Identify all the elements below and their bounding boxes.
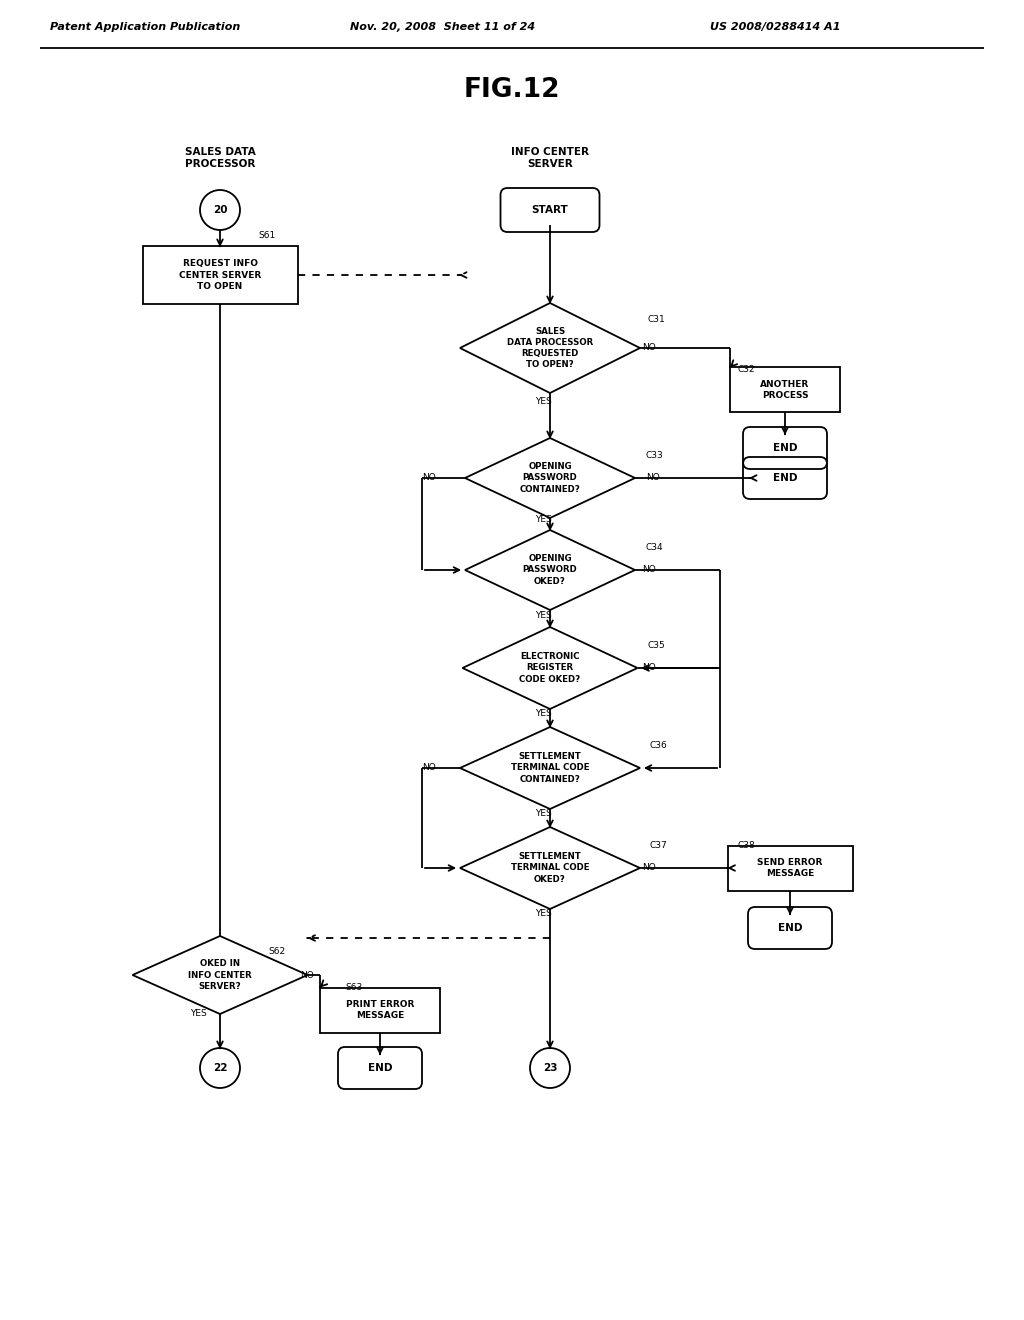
Text: NO: NO: [300, 970, 313, 979]
Text: YES: YES: [190, 1010, 207, 1019]
Text: INFO CENTER
SERVER: INFO CENTER SERVER: [511, 147, 589, 169]
Text: YES: YES: [535, 397, 552, 407]
Text: END: END: [773, 473, 798, 483]
Text: C36: C36: [650, 742, 668, 751]
Text: END: END: [778, 923, 802, 933]
Text: SALES DATA
PROCESSOR: SALES DATA PROCESSOR: [184, 147, 255, 169]
Text: SETTLEMENT
TERMINAL CODE
CONTAINED?: SETTLEMENT TERMINAL CODE CONTAINED?: [511, 752, 589, 784]
Text: NO: NO: [422, 474, 436, 483]
Text: 23: 23: [543, 1063, 557, 1073]
Text: C31: C31: [648, 315, 666, 325]
Text: S62: S62: [268, 948, 285, 957]
Text: YES: YES: [535, 610, 552, 619]
Text: END: END: [368, 1063, 392, 1073]
Text: ANOTHER
PROCESS: ANOTHER PROCESS: [761, 380, 810, 400]
Text: YES: YES: [535, 809, 552, 818]
Text: 22: 22: [213, 1063, 227, 1073]
Text: NO: NO: [642, 863, 655, 873]
Text: PRINT ERROR
MESSAGE: PRINT ERROR MESSAGE: [346, 1001, 414, 1020]
Text: START: START: [531, 205, 568, 215]
Text: FIG.12: FIG.12: [464, 77, 560, 103]
Text: OKED IN
INFO CENTER
SERVER?: OKED IN INFO CENTER SERVER?: [188, 960, 252, 990]
Text: C33: C33: [645, 450, 663, 459]
Text: SALES
DATA PROCESSOR
REQUESTED
TO OPEN?: SALES DATA PROCESSOR REQUESTED TO OPEN?: [507, 327, 593, 370]
Text: Patent Application Publication: Patent Application Publication: [50, 22, 241, 32]
Text: NO: NO: [646, 474, 659, 483]
Text: NO: NO: [642, 565, 655, 574]
Text: 20: 20: [213, 205, 227, 215]
Text: SEND ERROR
MESSAGE: SEND ERROR MESSAGE: [758, 858, 822, 878]
Bar: [142, 246, 298, 304]
Text: YES: YES: [535, 909, 552, 919]
Text: SETTLEMENT
TERMINAL CODE
OKED?: SETTLEMENT TERMINAL CODE OKED?: [511, 853, 589, 883]
Bar: [319, 987, 440, 1032]
Text: YES: YES: [535, 516, 552, 524]
Text: C32: C32: [738, 366, 756, 375]
Bar: [727, 846, 853, 891]
Text: END: END: [773, 444, 798, 453]
Text: ELECTRONIC
REGISTER
CODE OKED?: ELECTRONIC REGISTER CODE OKED?: [519, 652, 581, 684]
Text: NO: NO: [642, 343, 655, 352]
Text: Nov. 20, 2008  Sheet 11 of 24: Nov. 20, 2008 Sheet 11 of 24: [350, 22, 536, 32]
Text: NO: NO: [422, 763, 436, 772]
Text: S61: S61: [258, 231, 275, 239]
Text: C34: C34: [645, 544, 663, 553]
Text: C38: C38: [738, 842, 756, 850]
Text: C37: C37: [650, 842, 668, 850]
Text: NO: NO: [642, 664, 655, 672]
Text: YES: YES: [535, 710, 552, 718]
Bar: [730, 367, 840, 412]
Text: C35: C35: [647, 642, 665, 651]
Text: OPENING
PASSWORD
CONTAINED?: OPENING PASSWORD CONTAINED?: [519, 462, 581, 494]
Text: US 2008/0288414 A1: US 2008/0288414 A1: [710, 22, 841, 32]
Text: S63: S63: [345, 983, 362, 993]
Text: REQUEST INFO
CENTER SERVER
TO OPEN: REQUEST INFO CENTER SERVER TO OPEN: [179, 260, 261, 290]
Text: OPENING
PASSWORD
OKED?: OPENING PASSWORD OKED?: [522, 554, 578, 586]
